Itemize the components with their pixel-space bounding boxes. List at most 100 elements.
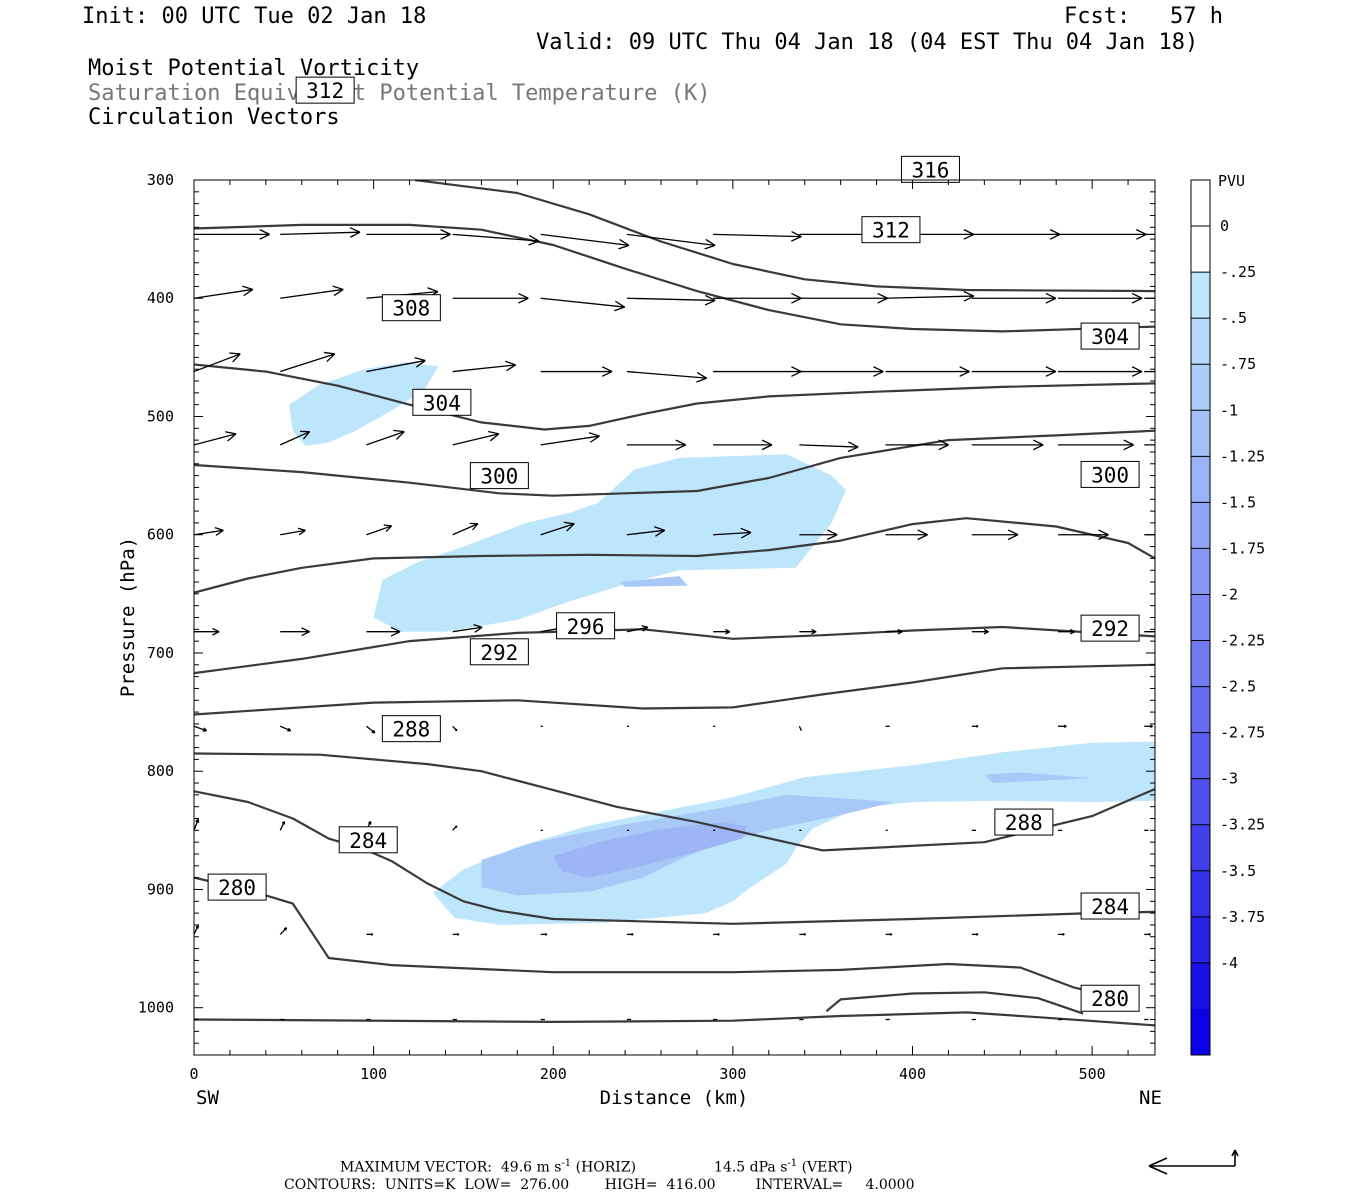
vector-arrowhead (455, 825, 458, 828)
vector-arrowhead (601, 366, 613, 373)
vector-arrowhead (215, 529, 224, 536)
contour-label-box-284 (338, 826, 398, 854)
vector-arrowhead (811, 628, 817, 633)
max-vector-horiz: MAXIMUM VECTOR: 49.6 m s (340, 1159, 562, 1176)
circulation-vector (280, 353, 336, 373)
vector-arrowhead (917, 529, 928, 536)
circulation-vector (366, 359, 426, 373)
y-axis-title: Pressure (hPa) (117, 537, 139, 697)
contour-label-300: 300 (480, 465, 518, 489)
colorbar-label: -.75 (1220, 355, 1256, 373)
contour-label-296: 296 (567, 615, 605, 639)
vector-arrowhead (641, 625, 649, 628)
contour-label-288: 288 (392, 718, 430, 742)
contour-label-box-300 (1080, 460, 1140, 488)
y-tick-label: 300 (147, 171, 174, 189)
vector-arrowhead (396, 431, 405, 440)
horiz-label: (HORIZ) (571, 1159, 637, 1176)
vector-arrowhead (642, 626, 649, 632)
vector-arrowhead (1045, 370, 1057, 377)
contour-label-box-312 (861, 216, 921, 244)
colorbar-segment (1191, 548, 1210, 595)
circulation-vector (194, 925, 199, 935)
vector-arrowhead (877, 292, 888, 299)
vector-arrowhead (259, 233, 270, 240)
vector-arrowhead (214, 527, 224, 531)
vector-arrowhead (1069, 628, 1076, 633)
vector-arrowhead (619, 238, 630, 246)
circulation-vector (452, 523, 479, 536)
vector-arrowhead (227, 433, 237, 442)
vector-arrowhead (212, 631, 220, 636)
circulation-vector (540, 297, 625, 308)
vector-arrowhead (873, 366, 884, 373)
colorbar-segment (1191, 364, 1210, 411)
circulation-vector (713, 531, 751, 536)
vector-arrowhead (614, 300, 626, 308)
field-title-pv: Moist Potential Vorticity (88, 56, 420, 81)
colorbar-label: -2.5 (1220, 678, 1256, 696)
vector-arrowhead (566, 523, 575, 532)
colorbar-segment (1191, 962, 1210, 1010)
vector-arrowhead (654, 526, 665, 531)
pv-colorbar: 0 -.25 -.5 -.75 -1 -1.25 -1.5 -1.75 -2 -2.25 -2.5 -… (1190, 179, 1265, 1056)
vector-arrowhead (487, 430, 500, 435)
colorbar-label: -.25 (1220, 263, 1256, 281)
vector-arrowhead (243, 288, 254, 297)
contour-label-box-316 (900, 155, 960, 183)
contour-label-300: 300 (1091, 463, 1129, 487)
circulation-vector (366, 725, 376, 734)
vector-arrowhead (1069, 631, 1076, 635)
vector-arrowhead (791, 297, 802, 304)
vector-arrowhead (1007, 534, 1019, 541)
vector-arrowhead (655, 529, 666, 537)
circulation-vector (626, 529, 665, 536)
colorbar-segment (1191, 456, 1210, 503)
colorbar-segment (1191, 778, 1210, 826)
vector-arrowhead (370, 933, 374, 936)
circulation-vector (280, 231, 361, 236)
vector-arrowhead (393, 429, 405, 433)
colorbar-segment (1191, 640, 1210, 688)
vector-arrowhead (873, 370, 884, 377)
circulation-vector (885, 295, 974, 299)
colorbar-segment (1191, 1008, 1210, 1056)
max-vector-vert: 14.5 dPa s (714, 1159, 788, 1176)
colorbar-segment (1191, 870, 1210, 918)
theta-contour-280 (194, 876, 1111, 997)
vector-arrowhead (563, 521, 575, 525)
vector-arrowhead (302, 431, 311, 440)
circulation-vector (279, 927, 287, 935)
x-end-label-sw: SW (196, 1087, 219, 1109)
contour-label-box-288 (381, 715, 441, 743)
pv-region-6 (984, 772, 1093, 783)
vector-arrowhead (761, 439, 773, 446)
circulation-vector (540, 435, 600, 446)
circulation-vector (626, 233, 716, 247)
vector-arrowhead (938, 439, 949, 446)
contour-label-box-304 (412, 388, 472, 416)
colorbar-segment (1191, 318, 1210, 365)
y-tick-label: 600 (147, 526, 174, 544)
colorbar-label: -3.5 (1220, 862, 1256, 880)
circulation-vector (799, 444, 859, 448)
contour-label-316: 316 (911, 158, 949, 182)
circulation-vector (194, 725, 207, 732)
contour-label-284: 284 (1091, 895, 1129, 919)
y-tick-label: 800 (147, 762, 174, 780)
x-tick-label: 100 (360, 1065, 387, 1083)
contour-label-box-292 (469, 638, 529, 666)
colorbar-label: -2 (1220, 585, 1238, 603)
vector-arrowhead (877, 297, 888, 304)
vector-arrowhead (259, 229, 270, 235)
plot-frame (193, 179, 1156, 1056)
vector-arrowhead (456, 933, 460, 936)
circulation-vector (279, 821, 286, 831)
contour-label-box-280 (207, 873, 267, 901)
vector-arrowhead (1045, 366, 1057, 373)
y-tick-label: 1000 (138, 999, 174, 1017)
colorbar-label: -1 (1220, 401, 1238, 419)
vector-arrowhead (1062, 933, 1065, 936)
vector-arrowhead (474, 626, 483, 633)
theta-contour-292 (194, 663, 1155, 716)
